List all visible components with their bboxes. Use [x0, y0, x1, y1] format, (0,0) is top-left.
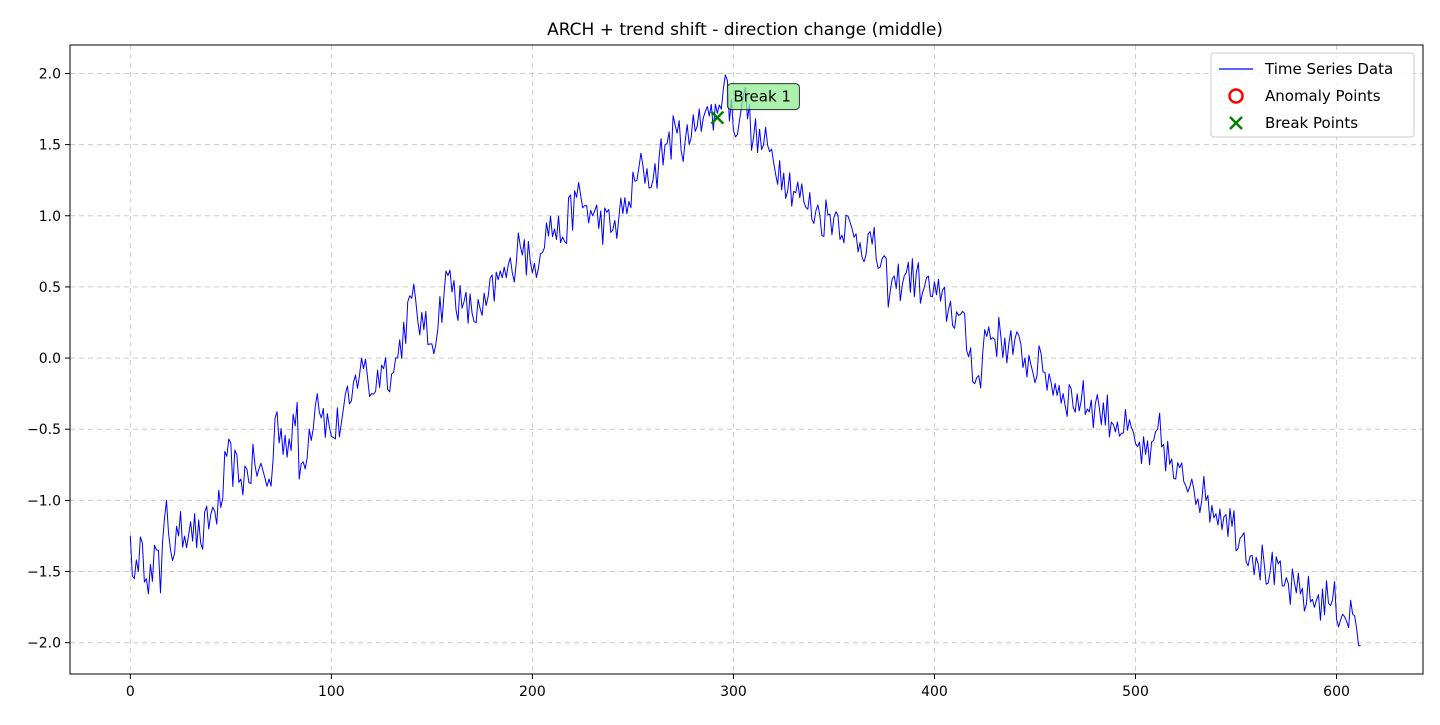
legend-x-swatch — [1229, 116, 1243, 130]
x-tick-label: 100 — [318, 684, 345, 700]
x-tick-label: 300 — [720, 684, 747, 700]
legend-label: Anomaly Points — [1265, 87, 1381, 105]
y-tick-label: 0.0 — [39, 351, 61, 367]
y-tick-label: 0.5 — [39, 280, 61, 296]
legend-box — [1210, 52, 1415, 138]
axis-ticks: 0 100 200 300 400 500 600 2.0 1.5 1.0 0.5 0.0 −0.5 −1… — [27, 66, 1350, 700]
chart-title: ARCH + trend shift - direction change (m… — [547, 20, 943, 40]
y-tick-label: −1.5 — [27, 565, 61, 581]
x-tick-label: 500 — [1122, 684, 1149, 700]
y-tick-label: 1.0 — [39, 209, 61, 225]
y-tick-label: 2.0 — [39, 66, 61, 82]
y-tick-label: −1.0 — [27, 493, 61, 509]
x-tick-label: 600 — [1323, 684, 1350, 700]
x-tick-label: 0 — [126, 684, 135, 700]
legend-label: Time Series Data — [1264, 60, 1393, 78]
x-tick-label: 200 — [519, 684, 546, 700]
legend: Time Series Data Anomaly Points Break Poin… — [1210, 52, 1415, 138]
y-tick-label: −0.5 — [27, 422, 61, 438]
break-label-box — [726, 83, 800, 111]
grid — [70, 45, 1423, 674]
x-tick-label: 400 — [921, 684, 948, 700]
legend-label: Break Points — [1265, 114, 1358, 132]
break-point-marker — [710, 110, 725, 125]
annotations: Break 1 — [710, 83, 800, 125]
y-tick-label: −2.0 — [27, 636, 61, 652]
plot-frame — [69, 44, 1424, 675]
break-label: Break 1 — [733, 88, 791, 106]
legend-circle-swatch — [1228, 88, 1244, 104]
y-tick-label: 1.5 — [39, 138, 61, 154]
